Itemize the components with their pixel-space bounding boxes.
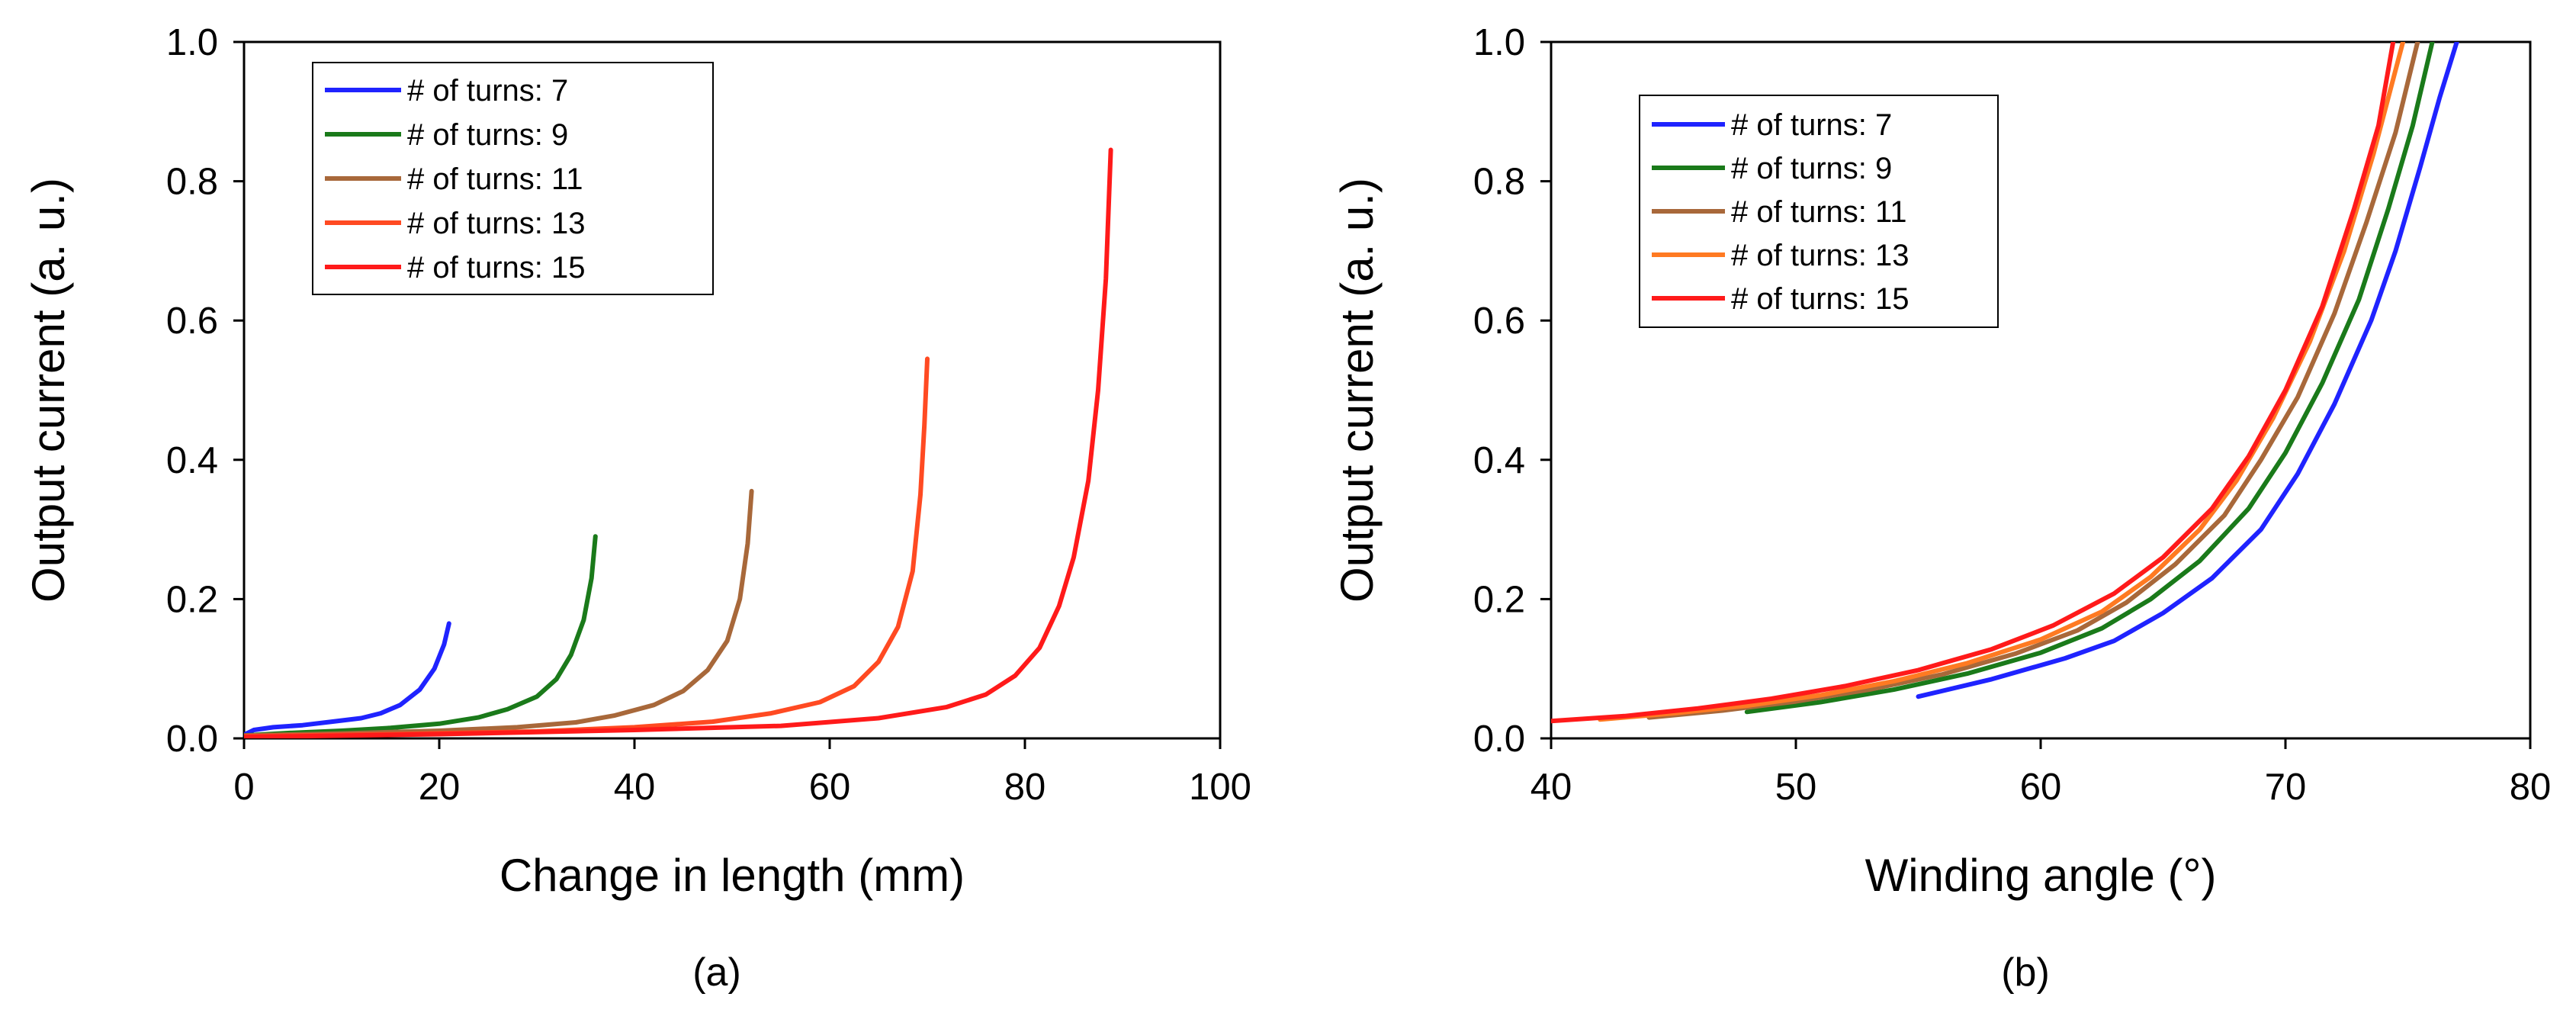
series-line-turns-11 [244, 488, 754, 738]
legend-entry-label: # of turns: 15 [1731, 282, 1909, 316]
panel-a: 0 20 40 60 80 100 0.0 0.2 0.4 0.6 0.8 1.0 Change in … [23, 22, 1251, 995]
y-tick-label: 0.8 [166, 162, 218, 203]
y-tick-label: 1.0 [1473, 22, 1525, 63]
y-axis-title: Output current (a. u.) [1331, 178, 1383, 603]
legend-entry-label: # of turns: 13 [1731, 239, 1909, 272]
x-tick-label: 70 [2265, 767, 2307, 808]
x-tick-label: 100 [1189, 767, 1251, 808]
y-tick-label: 0.2 [166, 579, 218, 620]
series-line-turns-9 [1744, 42, 2435, 715]
series-line-turns-15 [1551, 42, 2396, 724]
legend-entry-label: # of turns: 13 [407, 207, 585, 240]
y-tick-label: 0.6 [166, 301, 218, 342]
legend: # of turns: 7 # of turns: 9 # of turns: 11… [1639, 95, 1999, 328]
y-tick-label: 0.4 [1473, 440, 1525, 481]
y-tick-label: 0.6 [1473, 301, 1525, 342]
x-axis-title: Change in length (mm) [499, 850, 965, 901]
series-line-turns-7 [244, 621, 451, 738]
y-tick-label: 0.8 [1473, 162, 1525, 203]
legend-entry-label: # of turns: 7 [407, 74, 568, 108]
series-line-turns-13 [244, 356, 930, 738]
x-axis-title: Winding angle (°) [1865, 850, 2217, 901]
y-axis-title: Output current (a. u.) [23, 178, 74, 603]
x-tick-label: 40 [1531, 767, 1572, 808]
x-tick-label: 0 [233, 767, 254, 808]
series-group [244, 147, 1113, 738]
y-tick-label: 0.4 [166, 440, 218, 481]
y-tick-label: 0.0 [166, 719, 218, 760]
legend-entry-label: # of turns: 11 [407, 162, 583, 196]
x-tick-label: 20 [419, 767, 461, 808]
panel-b: 40 50 60 70 80 0.0 0.2 0.4 0.6 0.8 1.0 Winding angl… [1331, 22, 2551, 995]
series-line-turns-7 [1916, 42, 2459, 699]
legend-entry-label: # of turns: 9 [407, 118, 568, 152]
legend-entry-label: # of turns: 15 [407, 251, 585, 285]
legend-entry-label: # of turns: 7 [1731, 108, 1892, 142]
x-tick-label: 50 [1775, 767, 1817, 808]
legend-entry-label: # of turns: 11 [1731, 195, 1907, 229]
series-line-turns-9 [244, 534, 598, 738]
y-tick-label: 0.0 [1473, 719, 1525, 760]
x-tick-label: 40 [614, 767, 656, 808]
legend: # of turns: 7 # of turns: 9 # of turns: 11… [312, 62, 714, 295]
panel-label: (a) [692, 950, 741, 995]
x-tick-label: 80 [2510, 767, 2552, 808]
series-line-turns-11 [1646, 42, 2420, 720]
series-line-turns-15 [244, 147, 1113, 738]
series-group [1551, 42, 2459, 724]
x-tick-label: 60 [809, 767, 851, 808]
panel-label: (b) [2001, 950, 2050, 995]
legend-entry-label: # of turns: 9 [1731, 152, 1892, 185]
y-tick-label: 0.2 [1473, 579, 1525, 620]
x-tick-label: 60 [2020, 767, 2062, 808]
x-tick-label: 80 [1004, 767, 1046, 808]
y-tick-label: 1.0 [166, 22, 218, 63]
plot-area-frame [243, 40, 1222, 740]
